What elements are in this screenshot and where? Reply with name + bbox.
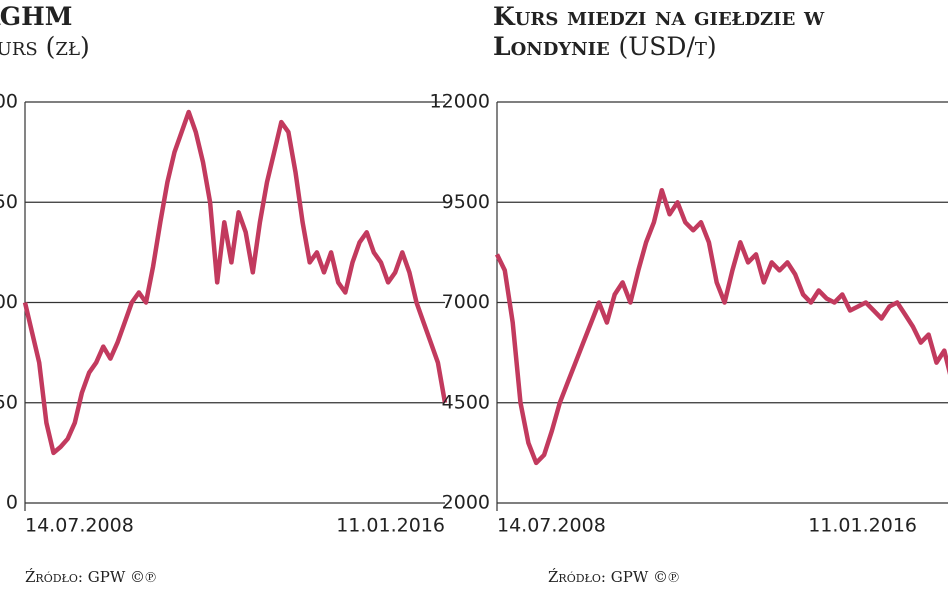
line bbox=[494, 187, 948, 466]
source: Źródło: GPW ©℗ bbox=[25, 568, 157, 586]
y-tick-label: 50 bbox=[0, 391, 18, 413]
x-tick-label: 11.01.2016 bbox=[808, 515, 917, 537]
y-tick-label: 2000 bbox=[442, 492, 490, 514]
source: Źródło: GPW ©℗ bbox=[548, 568, 680, 586]
y-tick-label: 12000 bbox=[430, 91, 490, 113]
y-tick-label: 150 bbox=[0, 191, 18, 213]
y-tick-label: 0 bbox=[6, 492, 18, 514]
y-tick-label: 9500 bbox=[442, 191, 490, 213]
chart-title-block: KGHM Kurs (zł) bbox=[0, 2, 278, 62]
chart-title: Kurs miedzi na giełdzie w Londynie bbox=[493, 2, 825, 61]
y-tick-label: 7000 bbox=[442, 291, 490, 313]
x-tick-label: 14.07.2008 bbox=[497, 515, 606, 537]
chart-subtitle: Kurs (zł) bbox=[0, 32, 90, 61]
x-tick-label: 14.07.2008 bbox=[25, 515, 134, 537]
line bbox=[22, 109, 448, 456]
y-tick-label: 4500 bbox=[442, 391, 490, 413]
y-tick-label: 100 bbox=[0, 291, 18, 313]
chart-subtitle: (USD/t) bbox=[618, 32, 717, 61]
x-tick-label: 11.01.2016 bbox=[336, 515, 445, 537]
chart-title: KGHM bbox=[0, 2, 73, 31]
y-tick-label: 200 bbox=[0, 91, 18, 113]
chart-title-block: Kurs miedzi na giełdzie w Londynie (USD/… bbox=[493, 2, 933, 62]
